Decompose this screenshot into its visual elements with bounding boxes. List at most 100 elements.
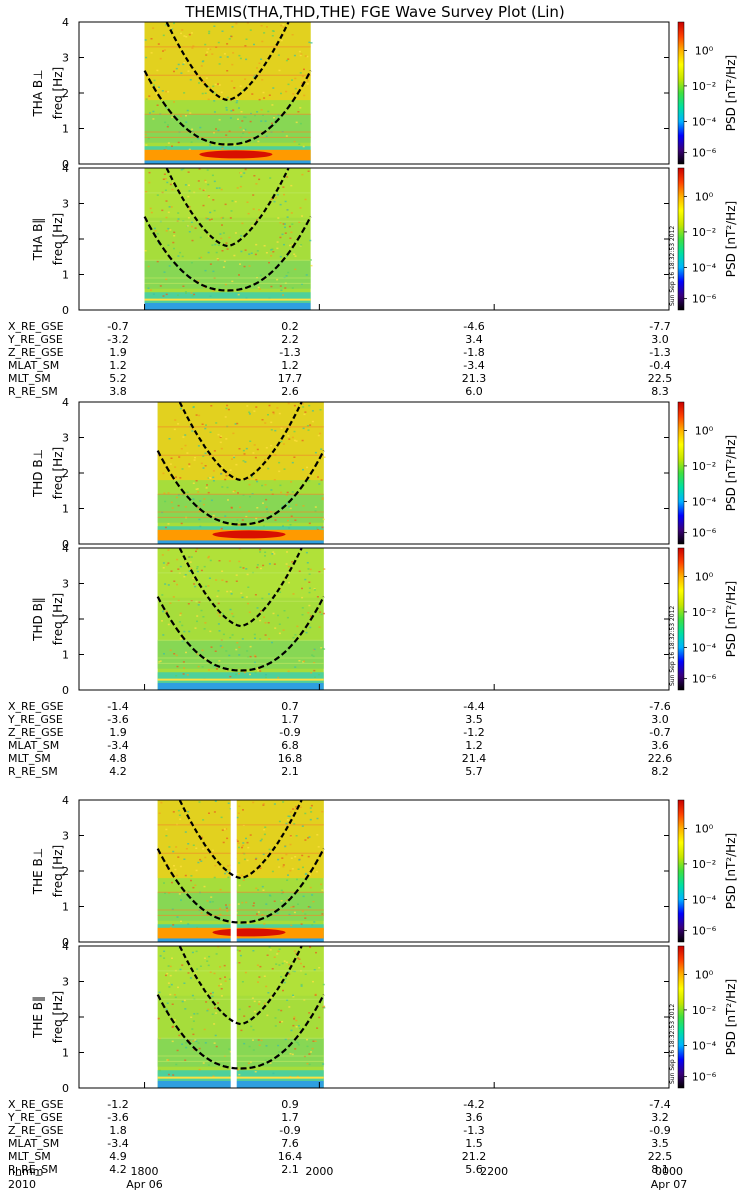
spectrogram-pixel bbox=[177, 212, 180, 214]
spectrogram-pixel bbox=[179, 115, 182, 117]
spectrogram-pixel bbox=[168, 265, 171, 267]
spectrogram-pixel bbox=[260, 25, 263, 27]
spectrogram-pixel bbox=[302, 468, 304, 471]
spectrogram-pixel bbox=[244, 45, 247, 47]
spectrogram-pixel bbox=[174, 996, 177, 999]
spectrogram-pixel bbox=[221, 144, 224, 147]
spectrogram-pixel bbox=[268, 946, 271, 948]
spectrogram-pixel bbox=[285, 275, 288, 277]
spectrogram-pixel bbox=[265, 135, 268, 138]
spectrogram-pixel bbox=[289, 237, 292, 239]
spectrogram-pixel bbox=[156, 194, 159, 196]
spectrogram-pixel bbox=[167, 1073, 170, 1076]
spectrogram-pixel bbox=[167, 982, 170, 984]
spectrogram-pixel bbox=[170, 501, 173, 504]
colorbar-tick-label: 10⁻⁴ bbox=[692, 261, 717, 274]
spectrogram-pixel bbox=[235, 463, 238, 466]
spectrogram-pixel bbox=[171, 28, 174, 30]
spectrogram-pixel bbox=[190, 567, 193, 570]
panel-label: THA B‖ bbox=[31, 218, 45, 262]
spectrogram-pixel bbox=[253, 444, 256, 446]
spectrogram-pixel bbox=[242, 879, 245, 881]
spectrogram-pixel bbox=[311, 894, 314, 896]
spectrogram-pixel bbox=[214, 650, 217, 652]
spectrogram-pixel bbox=[190, 262, 193, 264]
spectrogram-pixel bbox=[224, 416, 227, 418]
spectrogram-pixel bbox=[306, 55, 309, 58]
spectrogram-pixel bbox=[280, 976, 283, 978]
spectrogram-pixel bbox=[180, 448, 183, 450]
spectrogram-pixel bbox=[274, 1025, 277, 1027]
spectrogram-pixel bbox=[240, 592, 243, 594]
spectrogram-pixel bbox=[245, 297, 248, 299]
spectrogram-pixel bbox=[201, 649, 204, 652]
spectrogram-pixel bbox=[302, 866, 304, 869]
spectrogram-pixel bbox=[173, 70, 175, 73]
ephemeris-value: 0.9 bbox=[281, 1098, 299, 1111]
ephemeris-value: -0.7 bbox=[649, 726, 670, 739]
spectrogram-pixel bbox=[227, 408, 230, 411]
y-tick-label: 4 bbox=[62, 396, 69, 409]
spectrogram-pixel bbox=[280, 892, 283, 895]
spectrogram-pixel bbox=[157, 1017, 160, 1020]
colorbar bbox=[677, 547, 685, 691]
spectrogram-pixel bbox=[284, 977, 287, 980]
spectrogram-pixel bbox=[211, 53, 214, 55]
spectrogram-pixel bbox=[270, 285, 273, 288]
spectrogram-pixel bbox=[236, 872, 239, 875]
spectrogram-pixel bbox=[200, 462, 203, 465]
spectrogram-pixel bbox=[159, 660, 162, 662]
spectrogram-pixel bbox=[212, 85, 215, 88]
gyrofrequency-curve bbox=[156, 450, 325, 526]
spectrogram-pixel bbox=[221, 250, 224, 252]
spectrogram-pixel bbox=[176, 583, 178, 586]
spectrogram-pixel bbox=[178, 893, 181, 895]
spectrogram-pixel bbox=[158, 661, 161, 663]
spectrogram-pixel bbox=[302, 145, 305, 148]
spectrogram-pixel bbox=[253, 175, 256, 177]
spectrogram-pixel bbox=[293, 1018, 296, 1020]
spectrogram-pixel bbox=[293, 1016, 296, 1018]
spectrogram-pixel bbox=[228, 130, 231, 133]
spectrogram-pixel bbox=[177, 504, 180, 507]
ephemeris-value: -3.4 bbox=[463, 359, 484, 372]
spectrogram-pixel bbox=[239, 172, 242, 174]
spectrogram-pixel bbox=[283, 468, 286, 470]
ephemeris-label: X_RE_GSE bbox=[8, 320, 64, 333]
spectrogram-pixel bbox=[184, 1059, 187, 1061]
spectrogram-pixel bbox=[258, 209, 260, 211]
spectrogram-pixel bbox=[186, 225, 189, 227]
spectrogram-pixel bbox=[258, 1044, 261, 1046]
spectrogram-pixel bbox=[306, 562, 309, 564]
spectrogram-pixel bbox=[277, 950, 280, 953]
spectrogram-pixel bbox=[308, 573, 311, 575]
spectrogram-pixel bbox=[196, 615, 199, 617]
spectrogram-pixel bbox=[290, 515, 293, 517]
spectrogram-pixel bbox=[253, 902, 255, 904]
x-tick-label: 2200 bbox=[480, 1165, 508, 1178]
spectrogram-pixel bbox=[228, 38, 231, 40]
spectrogram-pixel bbox=[162, 610, 164, 613]
spectrogram-pixel bbox=[184, 506, 187, 508]
y-tick-label: 4 bbox=[62, 940, 69, 953]
spectrogram-pixel bbox=[206, 1009, 209, 1012]
spectrogram-pixel bbox=[243, 172, 246, 174]
spectrogram-pixel bbox=[145, 191, 148, 193]
spectrogram-pixel bbox=[242, 809, 244, 811]
spectrogram-pixel bbox=[195, 480, 198, 482]
spectrogram-pixel bbox=[237, 1069, 239, 1071]
spectrogram-pixel bbox=[238, 962, 241, 964]
spectrogram-pixel bbox=[308, 404, 311, 407]
spectrogram-pixel bbox=[241, 120, 244, 122]
spectrogram-pixel bbox=[200, 609, 203, 612]
spectrogram-pixel bbox=[180, 32, 182, 35]
spectrogram-pixel bbox=[312, 1040, 315, 1042]
spectrogram-pixel bbox=[183, 62, 186, 64]
spectrogram-pixel bbox=[256, 566, 259, 569]
spectrogram-pixel bbox=[241, 519, 244, 521]
spectrogram-pixel bbox=[191, 239, 194, 242]
spectrogram-pixel bbox=[188, 1039, 191, 1042]
spectrogram-pixel bbox=[163, 492, 166, 494]
spectrogram-pixel bbox=[194, 884, 197, 886]
spectrogram-pixel bbox=[313, 648, 316, 651]
